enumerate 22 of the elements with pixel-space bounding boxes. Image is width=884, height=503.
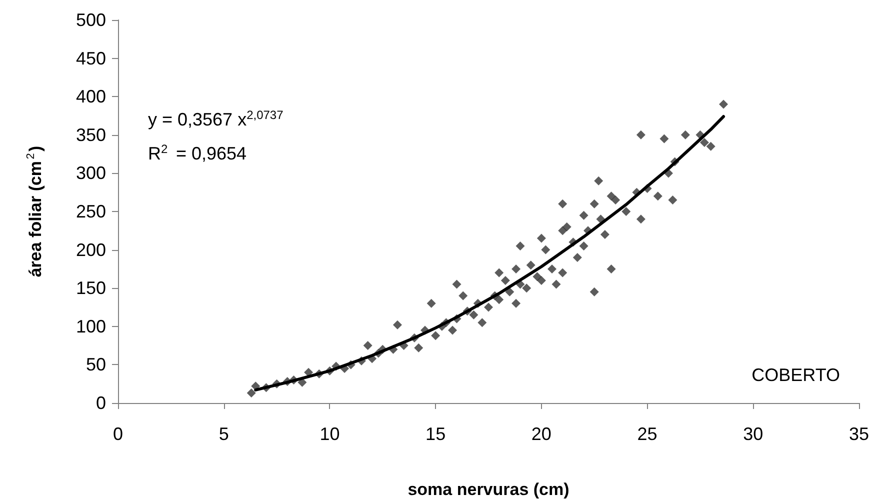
y-axis-title: área foliar (cm2) [25,146,45,278]
y-tick-label: 200 [76,240,106,260]
y-tick-label: 100 [76,316,106,336]
x-tick-label: 30 [743,424,764,444]
x-tick-label: 15 [426,424,446,444]
x-axis-title: soma nervuras (cm) [408,480,570,499]
y-tick-label: 50 [86,354,106,375]
y-tick-label: 300 [76,163,106,184]
x-tick-label: 5 [218,424,229,444]
y-tick-label: 500 [76,10,106,30]
x-tick-label: 35 [848,424,870,444]
y-tick-label: 0 [96,393,106,413]
y-tick-label: 250 [76,202,106,222]
x-tick-label: 10 [320,424,340,444]
y-tick-label: 350 [76,124,106,145]
x-tick-label: 0 [112,424,124,444]
y-tick-label: 400 [76,86,106,107]
x-tick-label: 20 [531,424,552,444]
y-tick-label: 450 [76,48,106,68]
x-tick-label: 25 [637,424,658,444]
annotation: COBERTO [752,365,840,385]
y-tick-label: 150 [76,278,106,298]
